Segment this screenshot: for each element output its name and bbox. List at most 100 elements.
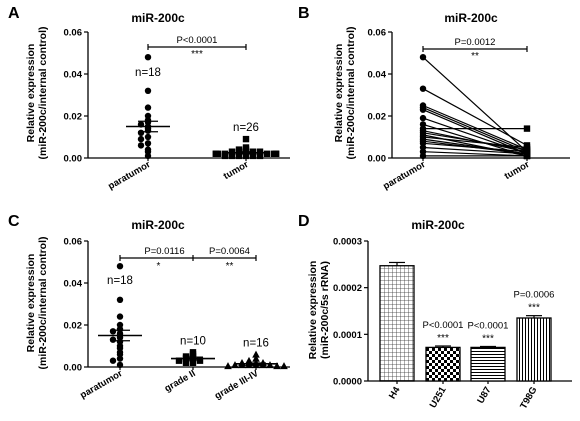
panel-d-y-tick-label: 0.0002 [333,283,362,294]
panel-d-p-value: P<0.0001 [468,320,509,331]
panel-c-point [252,350,260,358]
panel-a-x-tick-label: tumor [222,159,251,182]
panel-c-ylabel-line1: Relative expression [25,254,37,353]
panel-d-bar [516,317,552,382]
panel-a-point [137,135,145,143]
panel-d-y-tick-label: 0.0003 [333,237,362,248]
panel-b-pair-line [422,151,528,157]
panel-b-ylabel: Relative expression (miR-200c/internal c… [333,26,357,159]
panel-b-y-tick-label: 0.02 [368,112,387,123]
panel-c: C miR-200c Relative expression (miR-200c… [8,213,290,402]
panel-letter-b: B [298,5,310,22]
panel-c-y-tick-label: 0.02 [64,321,83,332]
panel-c-point [224,362,232,370]
panel-c-point [109,357,117,364]
panel-a-point [249,152,257,160]
panel-d-y-tick-label: 0.0000 [333,377,362,388]
panel-a-point [212,150,220,157]
panel-b-point [523,125,531,132]
panel-b-y-tick-label: 0.00 [368,154,387,165]
panel-b-point [419,152,427,160]
panel-d-x-tick-label: U87 [475,385,493,406]
panel-a: A miR-200c Relative expression (miR-200c… [8,5,290,192]
panel-c-y-tick-label: 0.04 [64,279,83,290]
panel-b-x-tick-label: tumor [503,159,532,182]
panel-b-point [523,144,531,151]
panel-c-point [273,362,281,370]
panel-d-x-tick-label: T98G [518,385,539,411]
panel-a-point [144,54,152,61]
panel-d-ylabel-line2: (miR-200c/5s rRNA) [319,261,331,359]
panel-a-plot: 0.00 0.02 0.04 0.06 paratumor tumor n=18 n=26 P<… [64,28,290,192]
panel-b-point [419,106,427,113]
panel-d-bar [470,346,506,382]
panel-b-pair-line [422,132,528,151]
panel-c-point [109,328,117,335]
panel-c-n-label: n=10 [180,335,206,347]
panel-d-sig-stars: *** [528,303,540,314]
panel-c-point [196,357,204,364]
panel-b-point [419,114,427,122]
panel-c-point [116,263,124,270]
panel-a-point [228,152,236,160]
panel-a-ylabel: Relative expression (miR-200c/internal c… [25,26,49,159]
panel-a-point [144,133,152,141]
panel-b-point [419,85,427,92]
panel-a-point [144,87,152,95]
panel-c-point [182,359,190,366]
panel-b-pair-line [422,88,528,146]
panel-c-plot: 0.00 0.02 0.04 0.06 paratumor grade II grade I… [64,237,290,402]
panel-c-sig-stars: * [157,261,161,272]
panel-a-point [242,135,250,143]
panel-d-sig-stars: *** [482,333,494,344]
panel-a-sig-stars: *** [191,49,203,60]
panel-b-point [419,54,427,61]
panel-a-ylabel-line2: (miR-200c/internal control) [37,26,49,159]
panel-d-ylabel-line1: Relative expression [307,261,319,360]
panel-c-x-tick-label: paratumor [78,368,124,401]
panel-a-point [242,152,250,160]
panel-c-point [175,357,183,364]
panel-letter-a: A [8,5,20,22]
panel-b-pair-line [422,146,528,155]
panel-a-point [228,148,236,155]
panel-d-p-value: P=0.0006 [514,290,555,301]
panel-a-x-tick-label: paratumor [106,159,152,192]
panel-c-y-tick-label: 0.00 [64,363,83,374]
panel-b-y-tick-label: 0.06 [368,28,387,39]
panel-d-sig-stars: *** [437,333,449,344]
panel-c-p-value: P=0.0064 [209,246,250,257]
panel-d: D miR-200c Relative expression (miR-200c… [298,213,572,411]
panel-d-x-tick-label: H4 [387,384,403,401]
panel-a-point [263,150,271,157]
panel-b-point [523,152,531,160]
panel-a-point [256,148,264,155]
panel-b-ylabel-line2: (miR-200c/internal control) [345,26,357,159]
panel-a-point [272,150,280,157]
panel-b-p-value: P=0.0012 [455,37,496,48]
panel-d-bar [425,346,461,382]
panel-letter-d: D [298,213,310,230]
panel-a-p-value: P<0.0001 [177,35,218,46]
panel-a-point [235,152,243,160]
panel-c-ylabel: Relative expression (miR-200c/internal c… [25,236,49,369]
panel-d-x-tick-label: U251 [428,384,449,410]
panel-c-point [116,361,124,369]
panel-b-plot: 0.00 0.02 0.04 0.06 paratumor tumor P=0.0012 ** [368,28,570,192]
panel-a-point [137,129,145,136]
panel-c-point [252,354,260,362]
panel-c-point [109,336,117,343]
panel-a-point [144,140,152,147]
panel-b-sig-stars: ** [471,51,479,62]
panel-a-point [137,142,145,149]
panel-letter-c: C [8,213,20,230]
panel-d-title: miR-200c [411,218,465,232]
panel-a-y-tick-label: 0.04 [64,70,83,81]
panel-b-pair-line [422,142,528,153]
panel-c-point [189,359,197,366]
panel-a-n-label: n=18 [135,67,161,79]
panel-a-y-tick-label: 0.02 [64,112,83,123]
panel-c-point [116,313,124,320]
panel-b-y-tick-label: 0.04 [368,70,387,81]
panel-c-ylabel-line2: (miR-200c/internal control) [37,236,49,369]
